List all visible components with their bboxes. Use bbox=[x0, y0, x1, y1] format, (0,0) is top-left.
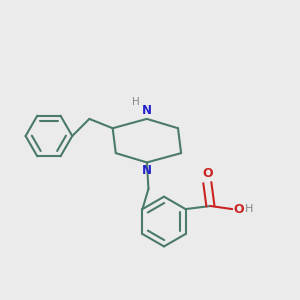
Text: N: N bbox=[142, 164, 152, 177]
Text: H: H bbox=[244, 204, 253, 214]
Text: O: O bbox=[202, 167, 213, 180]
Text: O: O bbox=[233, 202, 244, 216]
Text: H: H bbox=[132, 97, 140, 107]
Text: N: N bbox=[142, 104, 152, 117]
